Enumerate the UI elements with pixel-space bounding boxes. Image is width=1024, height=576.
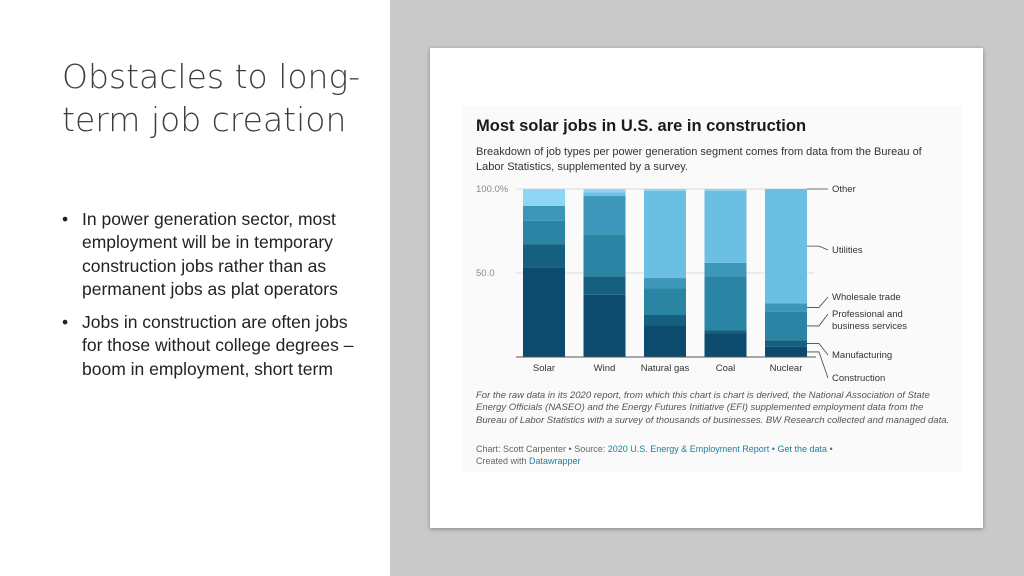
legend-leader-line bbox=[807, 296, 829, 308]
datawrapper-link[interactable]: Datawrapper bbox=[529, 456, 581, 466]
bar-segment bbox=[704, 276, 747, 331]
bullet-text: Jobs in construction are often jobs for … bbox=[82, 312, 354, 379]
credit-separator: • bbox=[827, 444, 833, 454]
bar-segment bbox=[765, 303, 807, 312]
bar-segment bbox=[523, 205, 565, 221]
series-label-line: business services bbox=[832, 321, 907, 332]
series-label: Professional and business services bbox=[832, 309, 907, 332]
created-with-label: Created with bbox=[476, 456, 530, 466]
get-data-link[interactable]: Get the data bbox=[777, 444, 827, 454]
bullet-item: • In power generation sector, most emplo… bbox=[62, 208, 362, 301]
bullet-list: • In power generation sector, most emplo… bbox=[62, 208, 362, 391]
bar-segment bbox=[644, 190, 686, 279]
source-link[interactable]: 2020 U.S. Energy & Employment Report bbox=[607, 444, 770, 454]
x-tick-label: Coal bbox=[716, 363, 736, 374]
chart-credit: Chart: Scott Carpenter • Source: 2020 U.… bbox=[476, 443, 956, 467]
bullet-text: In power generation sector, most employm… bbox=[82, 209, 338, 299]
credit-separator: • bbox=[769, 444, 778, 454]
bar-segment bbox=[523, 189, 565, 206]
bar-segment bbox=[583, 276, 626, 295]
bullet-item: • Jobs in construction are often jobs fo… bbox=[62, 311, 362, 381]
legend-leader-line bbox=[807, 343, 829, 356]
bar-segment bbox=[765, 340, 807, 347]
y-tick-label: 100.0% bbox=[476, 184, 509, 195]
legend-leader-line bbox=[807, 245, 829, 251]
bar-segment bbox=[583, 234, 626, 277]
bar-segment bbox=[523, 220, 565, 245]
series-label: Wholesale trade bbox=[832, 292, 901, 303]
bar-segment bbox=[644, 189, 686, 191]
bar-segment bbox=[765, 311, 807, 341]
y-tick-label: 50.0 bbox=[476, 268, 495, 279]
bar-segment bbox=[583, 189, 626, 193]
bar-segment bbox=[704, 190, 747, 263]
bar-segment bbox=[704, 189, 747, 191]
series-label: Construction bbox=[832, 373, 885, 384]
series-label-line: Wholesale trade bbox=[832, 292, 901, 303]
series-label: Manufacturing bbox=[832, 350, 892, 361]
bar-segment bbox=[644, 288, 686, 315]
bar-segment bbox=[583, 294, 626, 357]
x-tick-label: Wind bbox=[594, 363, 616, 374]
slide-text-panel: Obstacles to long-term job creation • In… bbox=[0, 0, 390, 576]
x-tick-label: Nuclear bbox=[770, 363, 803, 374]
bar-segment bbox=[644, 315, 686, 326]
credit-prefix: Chart: Scott Carpenter • Source: bbox=[476, 444, 608, 454]
bar-segment bbox=[523, 244, 565, 268]
slide-title: Obstacles to long-term job creation bbox=[62, 57, 361, 139]
legend-leader-line bbox=[807, 351, 829, 379]
bar-segment bbox=[583, 192, 626, 196]
bar-segment bbox=[583, 195, 626, 235]
series-label-line: Manufacturing bbox=[832, 350, 892, 361]
series-label: Utilities bbox=[832, 245, 863, 256]
bullet-glyph: • bbox=[62, 209, 69, 229]
bar-segment bbox=[704, 262, 747, 277]
bar-segment bbox=[765, 346, 807, 357]
x-tick-label: Solar bbox=[533, 363, 555, 374]
x-tick-label: Natural gas bbox=[641, 363, 690, 374]
bar-segment bbox=[704, 333, 747, 357]
chart-source-note: For the raw data in its 2020 report, fro… bbox=[476, 390, 950, 426]
series-label: Other bbox=[832, 184, 856, 195]
bar-segment bbox=[704, 330, 747, 334]
bar-segment bbox=[644, 278, 686, 289]
series-label-line: Utilities bbox=[832, 245, 863, 256]
bar-segment bbox=[765, 189, 807, 304]
series-label-line: Construction bbox=[832, 373, 885, 384]
bar-segment bbox=[644, 325, 686, 357]
series-label-line: Professional and bbox=[832, 309, 903, 320]
series-label-line: Other bbox=[832, 184, 856, 195]
bar-segment bbox=[523, 267, 565, 357]
chart-title: Most solar jobs in U.S. are in construct… bbox=[476, 117, 807, 135]
bullet-glyph: • bbox=[62, 312, 69, 333]
chart-subtitle: Breakdown of job types per power generat… bbox=[476, 146, 922, 173]
legend-leader-line bbox=[807, 313, 829, 327]
